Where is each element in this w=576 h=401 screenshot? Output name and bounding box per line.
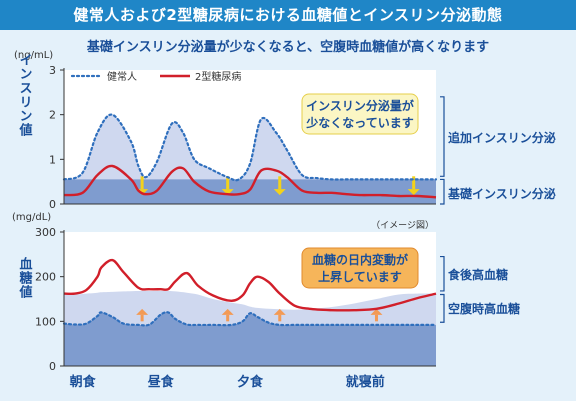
- bracket-fasting: [440, 293, 445, 323]
- glucose-y-tick-label: 300: [35, 226, 56, 239]
- chart-title: 健常人および2型糖尿病における血糖値とインスリン分泌動態: [73, 6, 503, 24]
- insulin-decrease-arrow: [273, 176, 286, 196]
- glucose-series-healthy-line: [62, 311, 438, 327]
- glucose-y-axis-title-text: 血糖値: [17, 256, 34, 299]
- insulin-series-healthy-line: [62, 113, 438, 182]
- glucose-unit-label: (mg/dL): [12, 212, 51, 223]
- glucose-series-diabetes-line: [63, 258, 437, 312]
- glucose-callout-line1: 血糖の日内変動が: [312, 252, 408, 267]
- insulin-decrease-arrow: [221, 176, 234, 196]
- x-tick-label: 就寝前: [346, 374, 385, 390]
- insulin-unit-label: (ng/mL): [14, 50, 53, 61]
- legend-label-diabetes: 2型糖尿病: [195, 70, 241, 83]
- side-label-additional-secretion: 追加インスリン分泌: [448, 130, 556, 145]
- insulin-decrease-arrow: [407, 176, 420, 196]
- glucose-y-axis-title: 血糖値: [17, 256, 34, 299]
- x-tick-label: 夕食: [237, 374, 264, 390]
- x-tick-label: 昼食: [148, 374, 175, 390]
- glucose-callout-box: [301, 247, 419, 289]
- side-label-basal-secretion: 基礎インスリン分泌: [447, 186, 556, 201]
- side-label-fasting: 空腹時高血糖: [448, 301, 520, 316]
- glucose-increase-arrow: [273, 308, 286, 322]
- insulin-y-axis-title-text: インスリン値: [17, 53, 34, 137]
- insulin-y-tick-label: 3: [49, 64, 56, 77]
- insulin-y-tick-label: 0: [49, 198, 56, 211]
- side-label-postprandial: 食後高血糖: [447, 267, 508, 282]
- insulin-basal-band: [64, 179, 436, 204]
- image-note: （イメージ図）: [371, 220, 434, 231]
- x-tick-label: 朝食: [70, 374, 97, 390]
- insulin-y-axis-title: インスリン値: [17, 53, 34, 137]
- bracket-basal: [440, 178, 445, 205]
- glucose-increase-arrow: [136, 308, 149, 322]
- insulin-callout-box: [301, 93, 419, 135]
- glucose-increase-arrow: [370, 308, 383, 322]
- legend-label-healthy: 健常人: [107, 70, 137, 83]
- insulin-y-tick-label: 2: [49, 109, 56, 122]
- glucose-y-tick-label: 100: [35, 315, 56, 328]
- title-bar: 健常人および2型糖尿病における血糖値とインスリン分泌動態: [0, 0, 576, 30]
- chart-subtitle: 基礎インスリン分泌量が少なくなると、空腹時血糖値が高くなります: [86, 40, 490, 55]
- bracket-additional: [440, 96, 445, 177]
- insulin-callout-line2: 少なくなっています: [305, 115, 413, 130]
- bracket-postprandial: [440, 255, 445, 292]
- insulin-y-tick-label: 1: [49, 153, 56, 166]
- glucose-y-tick-label: 200: [35, 271, 56, 284]
- insulin-callout-line1: インスリン分泌量が: [306, 98, 414, 113]
- glucose-increase-arrow: [221, 308, 234, 322]
- glucose-y-tick-label: 0: [49, 360, 56, 373]
- glucose-callout-line2: 上昇しています: [318, 269, 402, 284]
- insulin-series-diabetes-line: [63, 164, 437, 199]
